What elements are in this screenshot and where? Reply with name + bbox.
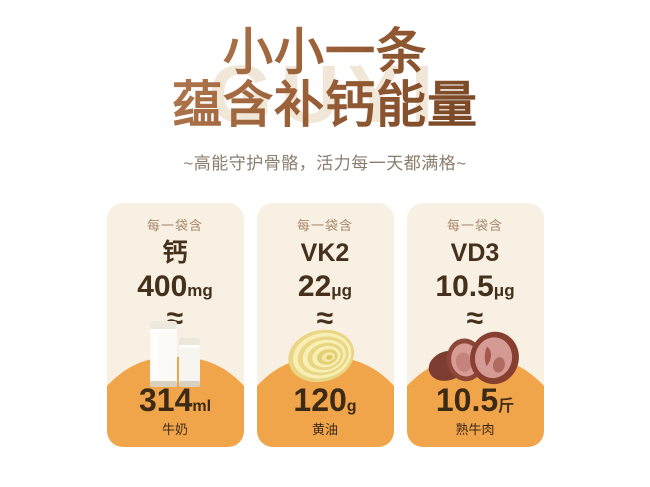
nutrient-amount: 10.5μg (407, 270, 544, 303)
per-bag-label: 每一袋含 (296, 218, 353, 233)
approx-symbol: ≈ (466, 301, 484, 335)
equivalent-block: 120g 黄油 (257, 384, 394, 438)
orange-dome (256, 357, 394, 447)
equiv-value-row: 10.5斤 (407, 384, 544, 416)
nutrient-name: 钙 (162, 239, 188, 267)
cooked-beef-icon (426, 319, 524, 393)
equiv-food-label: 黄油 (311, 422, 338, 437)
per-bag-label: 每一袋含 (446, 218, 503, 233)
nutrient-name: VK2 (300, 239, 350, 267)
hero-section: GUYI 小小一条 蕴含补钙能量 ~高能守护骨骼，活力每一天都满格~ (0, 0, 650, 174)
title-line1: 小小一条 (223, 24, 427, 80)
equiv-value: 314 (138, 382, 193, 418)
equiv-value: 10.5 (435, 382, 499, 418)
equiv-unit: g (346, 398, 357, 415)
nutrient-cards-row: 每一袋含 钙 400mg ≈ (0, 203, 650, 447)
subtitle: ~高能守护骨骼，活力每一天都满格~ (183, 154, 467, 173)
approx-symbol: ≈ (316, 301, 334, 335)
nutrient-card-vd3: 每一袋含 VD3 10.5μg ≈ (406, 203, 544, 447)
equivalent-block: 314ml 牛奶 (107, 384, 244, 438)
butter-curl-icon (285, 326, 365, 385)
amount-value: 22 (297, 269, 332, 303)
amount-value: 400 (137, 269, 188, 303)
equiv-food-label: 牛奶 (161, 422, 188, 437)
equiv-unit: ml (192, 398, 212, 415)
watermark-text: GUYI (0, 48, 650, 142)
nutrient-amount: 400mg (107, 270, 244, 303)
orange-dome (106, 357, 244, 447)
amount-unit: μg (493, 280, 515, 300)
equiv-value-row: 120g (257, 384, 394, 416)
equiv-unit: 斤 (498, 398, 515, 415)
page-title: 小小一条 蕴含补钙能量 (0, 26, 650, 132)
amount-unit: μg (331, 280, 353, 300)
nutrient-amount: 22μg (257, 270, 394, 303)
nutrient-card-vk2: 每一袋含 VK2 22μg ≈ (256, 203, 394, 447)
amount-value: 10.5 (435, 269, 494, 303)
equiv-value: 120 (293, 382, 347, 418)
nutrient-card-calcium: 每一袋含 钙 400mg ≈ (106, 203, 244, 447)
equivalent-block: 10.5斤 熟牛肉 (407, 384, 544, 438)
title-line2: 蕴含补钙能量 (172, 77, 478, 133)
nutrient-name: VD3 (450, 239, 500, 267)
equiv-food-label: 熟牛肉 (455, 422, 495, 437)
per-bag-label: 每一袋含 (146, 218, 203, 233)
amount-unit: mg (187, 280, 213, 300)
milk-glasses-icon (146, 318, 204, 390)
equiv-value-row: 314ml (107, 384, 244, 416)
